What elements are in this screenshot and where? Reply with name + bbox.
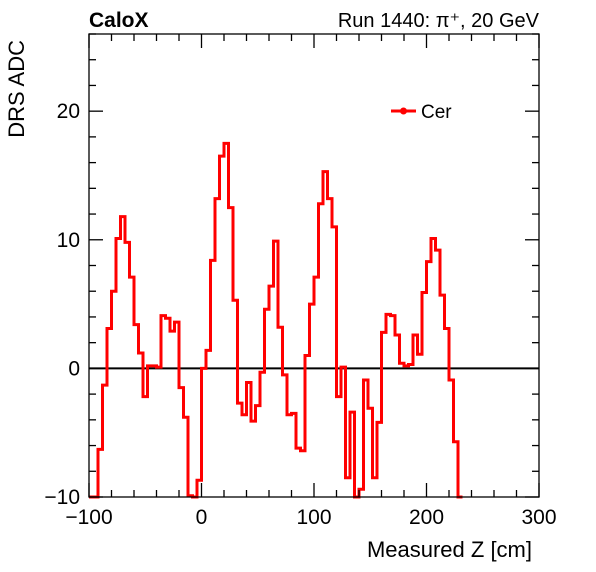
series-line-cer	[89, 141, 463, 499]
x-tick-label: −100	[65, 506, 112, 529]
x-tick-label: 300	[521, 506, 556, 529]
y-axis-label: DRS ADC	[4, 40, 29, 138]
x-tick-label: 0	[196, 506, 208, 529]
y-tick-label: 10	[57, 229, 80, 252]
y-tick-label: −10	[44, 486, 80, 509]
legend-label-cer: Cer	[421, 102, 452, 123]
x-axis-label: Measured Z [cm]	[367, 537, 532, 562]
plot-area	[89, 141, 539, 499]
y-tick-label: 0	[68, 357, 80, 380]
plot-frame	[88, 33, 540, 498]
y-tick-label: 20	[57, 100, 80, 123]
x-tick-label: 200	[409, 506, 444, 529]
experiment-label: CaloX	[89, 9, 149, 32]
legend-marker-dot	[400, 107, 407, 115]
run-info-label: Run 1440: π⁺, 20 GeV	[338, 10, 540, 32]
x-tick-label: 100	[296, 506, 331, 529]
legend: Cer	[391, 102, 452, 123]
